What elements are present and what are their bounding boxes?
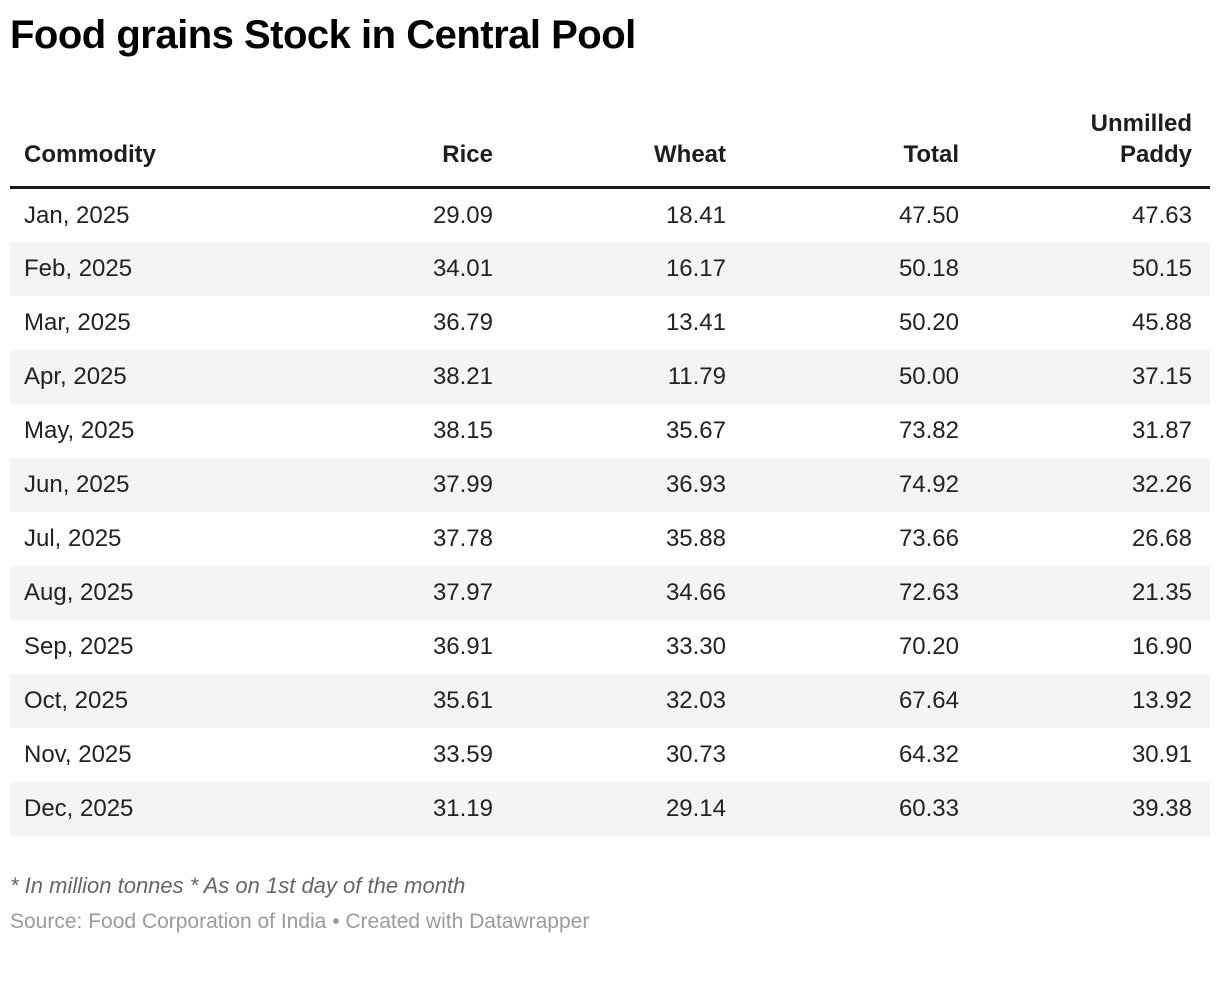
value-cell: 64.32: [898, 740, 959, 768]
row-label-cell: Nov, 2025: [24, 740, 132, 768]
value-cell: 37.97: [432, 578, 493, 606]
value-cell: 74.92: [898, 470, 959, 498]
column-header-unmilled-paddy-label: Unmilled Paddy: [1090, 110, 1192, 169]
value-cell: 45.88: [1131, 308, 1192, 336]
value-cell: 36.93: [665, 470, 726, 498]
value-cell: 35.61: [432, 686, 493, 714]
value-cell: 67.64: [898, 686, 959, 714]
value-cell: 47.63: [1131, 201, 1192, 229]
value-cell: 36.91: [432, 632, 493, 660]
value-cell: 18.41: [665, 201, 726, 229]
value-cell: 30.91: [1131, 740, 1192, 768]
value-cell: 60.33: [898, 794, 959, 822]
value-cell: 16.17: [665, 254, 726, 282]
table-row: Aug, 2025 37.97 34.66 72.63 21.35: [10, 565, 1210, 620]
foodgrains-table: Commodity Rice Wheat Total Unmilled Padd…: [10, 108, 1210, 836]
value-cell: 36.79: [432, 308, 493, 336]
value-cell: 31.19: [432, 794, 493, 822]
column-header-rice: Rice: [278, 108, 511, 190]
value-cell: 16.90: [1131, 632, 1192, 660]
value-cell: 47.50: [898, 201, 959, 229]
value-cell: 21.35: [1131, 578, 1192, 606]
table-row: Mar, 2025 36.79 13.41 50.20 45.88: [10, 296, 1210, 350]
row-label-cell: Sep, 2025: [24, 632, 134, 660]
datawrapper-attribution-link[interactable]: Created with Datawrapper: [345, 909, 590, 933]
table-row: Jul, 2025 37.78 35.88 73.66 26.68: [10, 512, 1210, 566]
row-label-cell: Feb, 2025: [24, 254, 133, 282]
value-cell: 37.99: [432, 470, 493, 498]
value-cell: 38.15: [432, 416, 493, 444]
row-label-cell: Jan, 2025: [24, 201, 130, 229]
source-line: Source: Food Corporation of India • Crea…: [10, 910, 1210, 934]
table-row: May, 2025 38.15 35.67 73.82 31.87: [10, 404, 1210, 458]
row-label-cell: May, 2025: [24, 416, 135, 444]
row-label-cell: Jun, 2025: [24, 470, 130, 498]
value-cell: 29.14: [665, 794, 726, 822]
row-label-cell: Apr, 2025: [24, 362, 127, 390]
value-cell: 72.63: [898, 578, 959, 606]
value-cell: 34.66: [665, 578, 726, 606]
table-row: Sep, 2025 36.91 33.30 70.20 16.90: [10, 620, 1210, 674]
column-header-wheat: Wheat: [511, 108, 744, 190]
value-cell: 32.03: [665, 686, 726, 714]
row-label-cell: Mar, 2025: [24, 308, 131, 336]
column-header-commodity: Commodity: [10, 108, 278, 190]
table-footnote: * In million tonnes * As on 1st day of t…: [10, 872, 466, 898]
value-cell: 33.59: [432, 740, 493, 768]
table-header-row: Commodity Rice Wheat Total Unmilled Padd…: [10, 108, 1210, 190]
value-cell: 70.20: [898, 632, 959, 660]
value-cell: 11.79: [667, 362, 726, 390]
value-cell: 38.21: [432, 362, 493, 390]
value-cell: 29.09: [432, 201, 493, 229]
value-cell: 34.01: [432, 254, 493, 282]
value-cell: 13.92: [1131, 686, 1192, 714]
row-label-cell: Oct, 2025: [24, 686, 129, 714]
value-cell: 50.20: [898, 308, 959, 336]
value-cell: 39.38: [1131, 794, 1192, 822]
value-cell: 73.66: [898, 524, 959, 552]
source-separator: •: [326, 909, 346, 933]
page: { "header": { "title": "Food grains Stoc…: [0, 13, 1220, 981]
value-cell: 33.30: [665, 632, 726, 660]
table-header: Commodity Rice Wheat Total Unmilled Padd…: [10, 108, 1210, 190]
column-header-unmilled-paddy: Unmilled Paddy: [977, 108, 1210, 190]
table-body: Jan, 2025 29.09 18.41 47.50 47.63 Feb, 2025 34…: [10, 188, 1210, 836]
table-row: Apr, 2025 38.21 11.79 50.00 37.15: [10, 349, 1210, 404]
row-label-cell: Aug, 2025: [24, 578, 134, 606]
value-cell: 26.68: [1131, 524, 1192, 552]
value-cell: 50.18: [898, 254, 959, 282]
table-row: Feb, 2025 34.01 16.17 50.18 50.15: [10, 241, 1210, 296]
row-label-cell: Dec, 2025: [24, 794, 134, 822]
table-row: Jan, 2025 29.09 18.41 47.50 47.63: [10, 188, 1210, 242]
value-cell: 37.78: [432, 524, 493, 552]
value-cell: 73.82: [898, 416, 959, 444]
value-cell: 50.15: [1131, 254, 1192, 282]
value-cell: 13.41: [665, 308, 726, 336]
value-cell: 35.88: [665, 524, 726, 552]
page-title: Food grains Stock in Central Pool: [10, 13, 636, 57]
value-cell: 37.15: [1131, 362, 1192, 390]
column-header-total: Total: [744, 108, 977, 190]
value-cell: 50.00: [898, 362, 959, 390]
value-cell: 31.87: [1131, 416, 1192, 444]
source-label: Source: Food Corporation of India: [10, 909, 327, 933]
table-row: Nov, 2025 33.59 30.73 64.32 30.91: [10, 728, 1210, 782]
table-row: Jun, 2025 37.99 36.93 74.92 32.26: [10, 457, 1210, 512]
table-row: Dec, 2025 31.19 29.14 60.33 39.38: [10, 781, 1210, 836]
row-label-cell: Jul, 2025: [24, 524, 122, 552]
value-cell: 30.73: [665, 740, 726, 768]
value-cell: 32.26: [1131, 470, 1192, 498]
table-row: Oct, 2025 35.61 32.03 67.64 13.92: [10, 673, 1210, 728]
value-cell: 35.67: [665, 416, 726, 444]
